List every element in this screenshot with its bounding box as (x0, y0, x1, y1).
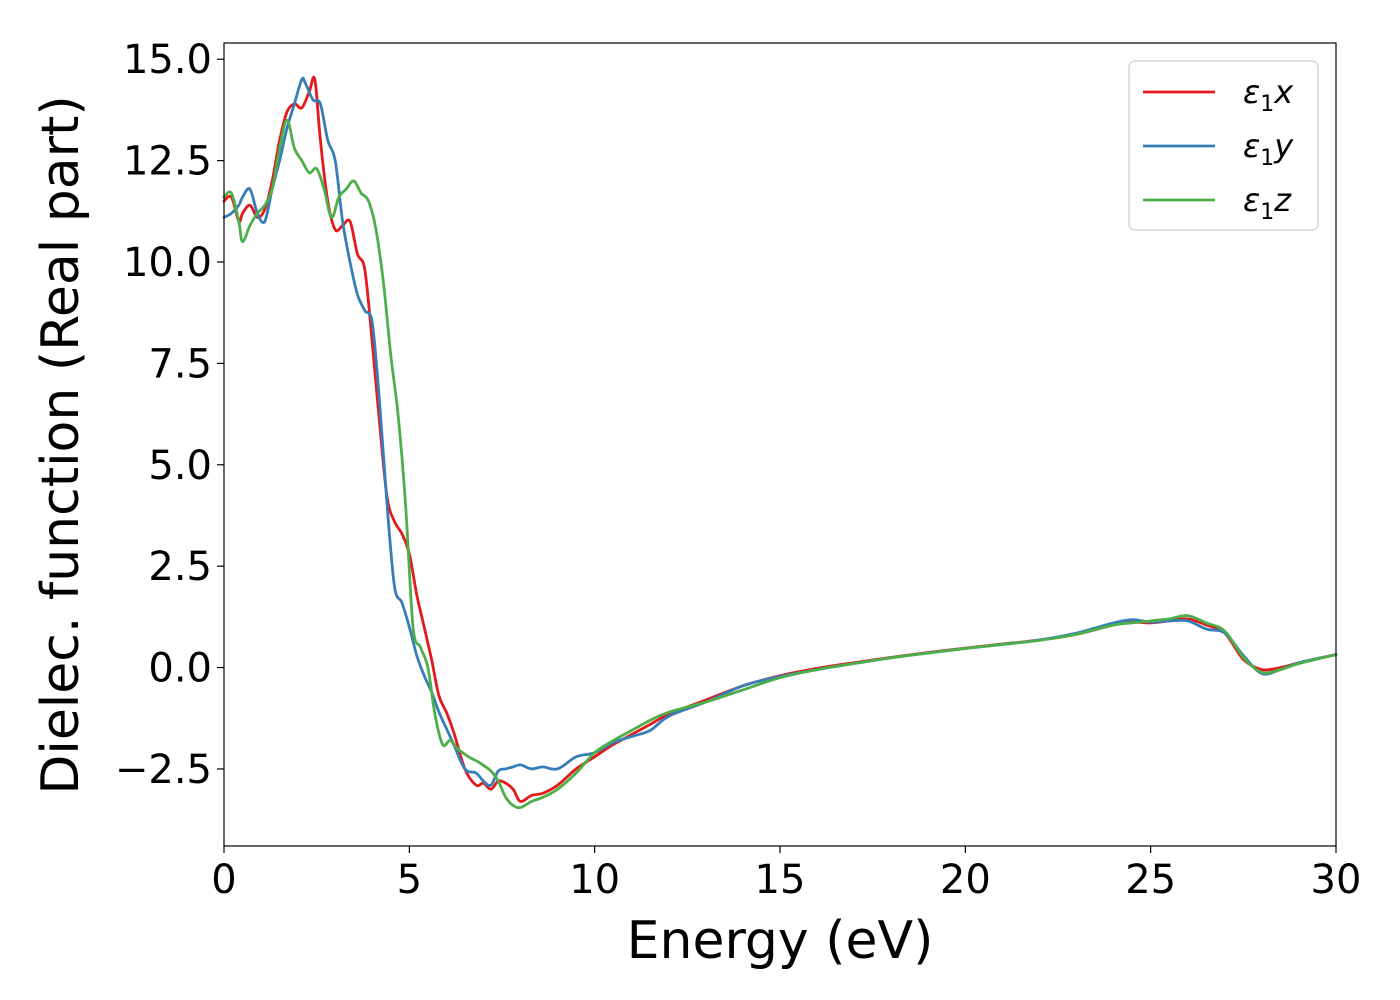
x-tick-label: 0 (211, 857, 236, 903)
y-axis-title: Dielec. function (Real part) (31, 95, 91, 794)
y-axis-ticks: −2.5 0.0 2.5 5.0 7.5 10.0 12.5 15.0 (115, 37, 224, 793)
x-tick-label: 5 (397, 857, 422, 903)
legend-label-x: ε1x (1243, 73, 1294, 117)
x-tick-label: 15 (755, 857, 806, 903)
x-tick-label: 30 (1311, 857, 1362, 903)
x-tick-label: 10 (569, 857, 620, 903)
y-tick-label: 5.0 (148, 443, 212, 489)
x-axis-title: Energy (eV) (627, 911, 934, 971)
y-tick-label: 10.0 (123, 240, 212, 286)
y-tick-label: 12.5 (123, 139, 212, 185)
series-layer (222, 75, 1338, 810)
legend-box (1128, 60, 1319, 231)
series-line-z (222, 118, 1338, 810)
x-axis-ticks: 0 5 10 15 20 25 30 (211, 846, 1361, 903)
y-tick-label: 7.5 (148, 341, 212, 387)
legend-label-y: ε1y (1243, 127, 1294, 171)
y-tick-label: 0.0 (148, 646, 212, 692)
legend: ε1x ε1y ε1z (1128, 60, 1319, 231)
y-tick-label: 2.5 (148, 544, 212, 590)
x-tick-label: 25 (1125, 857, 1176, 903)
legend-label-z: ε1z (1243, 181, 1292, 225)
y-tick-label: 15.0 (123, 37, 212, 83)
x-tick-label: 20 (940, 857, 991, 903)
y-tick-label: −2.5 (115, 747, 212, 793)
